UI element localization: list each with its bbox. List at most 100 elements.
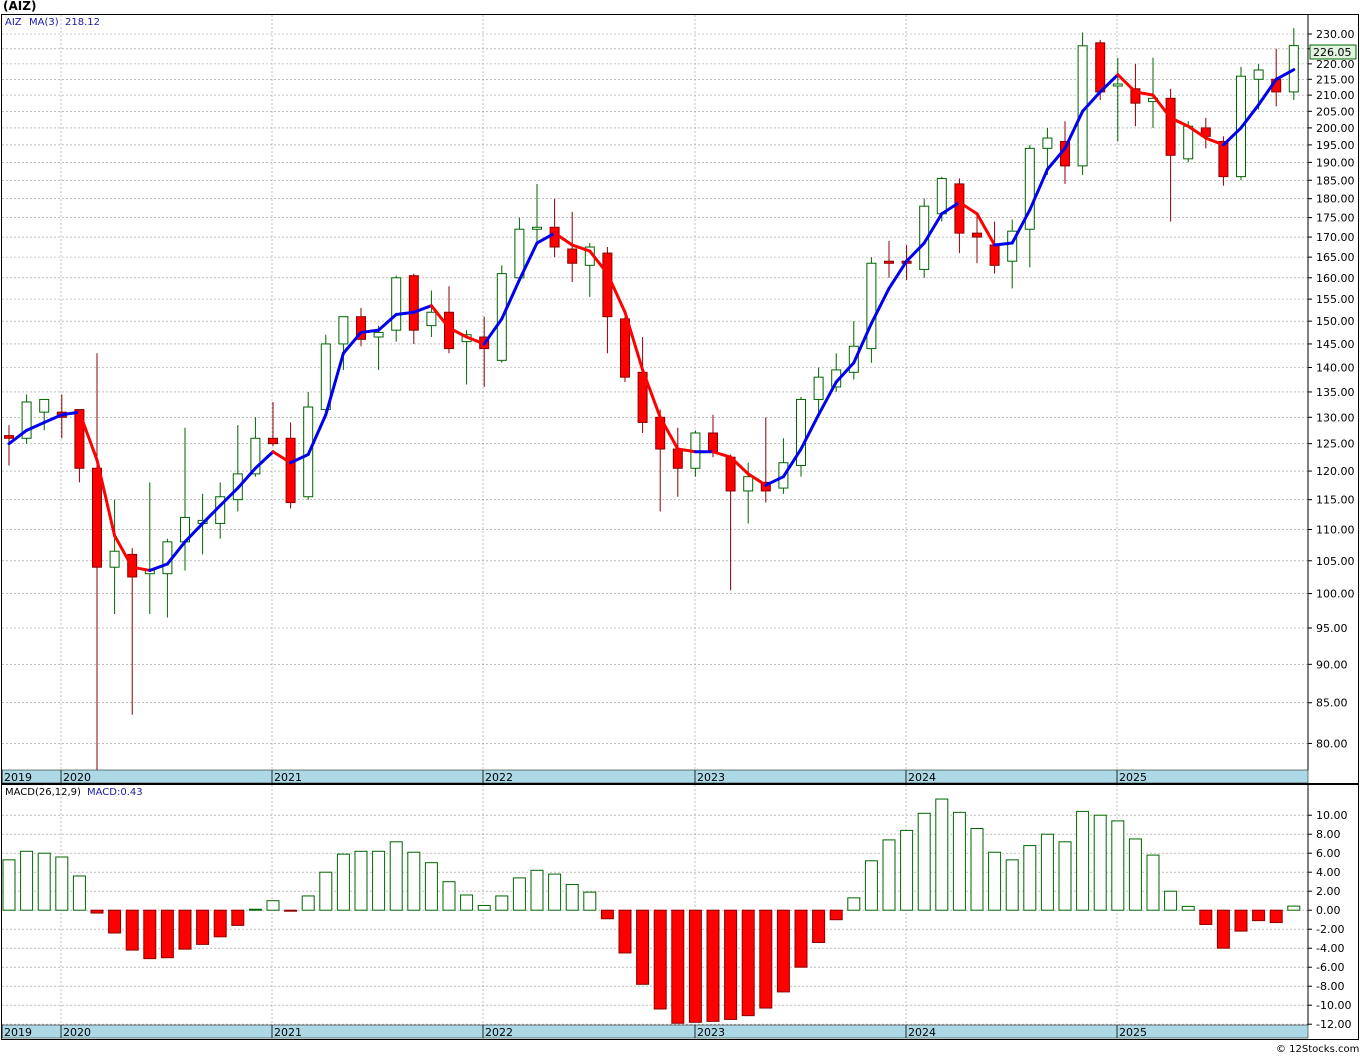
macd-bar	[952, 811, 966, 911]
macd-tick-label: 8.00	[1316, 828, 1341, 841]
macd-tick-label: 6.00	[1316, 847, 1341, 860]
price-tick-label: 205.00	[1316, 105, 1355, 118]
macd-bar	[1252, 909, 1266, 922]
price-tick-label: 170.00	[1316, 231, 1355, 244]
macd-bar	[231, 909, 245, 926]
ma-segment	[1081, 90, 1102, 113]
macd-bar	[336, 853, 350, 911]
candle-body	[989, 244, 1000, 266]
ma-segment	[201, 504, 222, 525]
ma-segment	[570, 243, 592, 253]
ma-segment	[289, 452, 310, 465]
ma-segment	[781, 447, 803, 479]
price-tick-label: 115.00	[1316, 494, 1355, 507]
macd-bar	[600, 909, 614, 920]
price-tick-label: 220.00	[1316, 58, 1355, 71]
macd-bar	[248, 908, 262, 911]
price-x-label: 2020	[63, 771, 91, 784]
macd-bar	[1199, 909, 1213, 925]
macd-bars	[2, 798, 1301, 1024]
price-tick-label: 90.00	[1316, 658, 1348, 671]
ma-segment	[1010, 208, 1032, 245]
macd-x-axis-labels: 2019 2020 2021 2022 2023 2024 2025	[1, 1025, 1147, 1039]
ma-segment	[975, 212, 997, 247]
ma-segment	[553, 231, 574, 247]
ma-segment	[359, 328, 381, 334]
ma-segment	[746, 472, 768, 487]
candle-body	[954, 183, 965, 234]
macd-tick-label: 10.00	[1316, 809, 1348, 822]
candle-body	[373, 331, 384, 338]
price-tick-label: 155.00	[1316, 293, 1355, 306]
price-tick-label: 180.00	[1316, 193, 1355, 206]
macd-bar	[882, 839, 896, 911]
ma-segment	[623, 310, 645, 372]
macd-bar	[213, 909, 227, 938]
candle-body	[74, 409, 85, 469]
candle-body	[1007, 230, 1018, 262]
macd-bar	[1287, 905, 1301, 911]
ma-segment	[588, 249, 609, 276]
candle-body	[1218, 140, 1229, 178]
macd-bar	[1005, 859, 1019, 911]
price-tick-label: 95.00	[1316, 622, 1348, 635]
ma-segment	[922, 212, 944, 245]
ma-segment	[500, 278, 521, 321]
ma-segment	[429, 304, 451, 330]
price-tick-label: 185.00	[1316, 174, 1355, 187]
candle-body	[1130, 88, 1141, 104]
macd-bar	[1181, 905, 1195, 911]
price-tick-label: 195.00	[1316, 139, 1355, 152]
macd-bar	[1076, 810, 1090, 911]
macd-bar	[1040, 833, 1054, 911]
chart-title: (AIZ)	[3, 0, 36, 13]
macd-bar	[724, 909, 738, 1020]
macd-tick-label: 2.00	[1316, 885, 1341, 898]
ma-segment	[905, 241, 926, 263]
candle-body	[21, 401, 32, 439]
ma-segment	[605, 272, 627, 314]
price-tick-label: 165.00	[1316, 251, 1355, 264]
candle-body	[408, 275, 419, 331]
ma-segment	[535, 231, 557, 245]
ma-segment	[465, 335, 486, 346]
ma-segment	[60, 410, 81, 417]
macd-bar	[548, 873, 562, 911]
macd-bar	[935, 798, 949, 911]
macd-bar	[407, 851, 421, 911]
price-x-label: 2023	[697, 771, 725, 784]
candle-body	[1095, 42, 1106, 93]
ma-segment	[940, 200, 961, 216]
candle-body	[620, 318, 630, 378]
macd-x-label: 2020	[63, 1026, 91, 1039]
candle-body	[285, 437, 296, 504]
macd-bar	[671, 909, 685, 1024]
price-tick-label: 145.00	[1316, 338, 1355, 351]
macd-bar	[319, 871, 333, 911]
macd-bar	[460, 894, 474, 911]
ma-segment	[764, 475, 785, 487]
price-tick-label: 105.00	[1316, 555, 1355, 568]
macd-bar	[37, 852, 51, 911]
ma-segment	[77, 410, 99, 462]
macd-bar	[988, 851, 1002, 911]
ma-segment	[1274, 68, 1296, 81]
price-axis: 230.00225.00220.00215.00210.00205.00200.…	[1307, 15, 1355, 770]
macd-bar	[2, 859, 16, 911]
ma-segment	[394, 310, 416, 316]
candle-body	[796, 398, 806, 466]
candle-body	[725, 456, 736, 492]
macd-bar	[706, 909, 720, 1022]
macd-bar	[1111, 820, 1125, 911]
macd-bar	[495, 895, 509, 911]
ma-segment	[447, 326, 469, 339]
candle-body	[250, 437, 261, 475]
price-tick-label: 140.00	[1316, 362, 1355, 375]
candle-body	[972, 232, 982, 238]
macd-bar	[1146, 854, 1160, 911]
ma-segment	[236, 466, 257, 490]
price-legend-ma-label: MA(3)	[29, 17, 59, 28]
ma-segment	[341, 330, 363, 355]
ma-segment	[25, 420, 46, 432]
candle-body	[109, 550, 120, 568]
